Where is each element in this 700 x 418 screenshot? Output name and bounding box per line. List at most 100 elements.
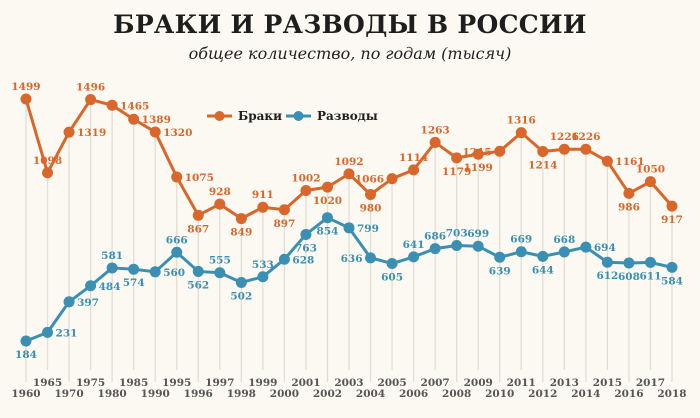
data-point-divorces <box>42 326 54 338</box>
data-point-marriages <box>537 145 549 157</box>
x-tick-label: 1996 <box>184 388 213 400</box>
data-label-marriages: 1066 <box>355 174 384 186</box>
legend-label-marriages: Браки <box>238 109 282 123</box>
data-point-divorces <box>20 335 32 347</box>
data-point-divorces <box>451 239 463 251</box>
x-tick-label: 2008 <box>442 388 471 400</box>
x-tick-label: 2016 <box>614 388 643 400</box>
data-point-divorces <box>278 253 290 265</box>
data-point-marriages <box>386 173 398 185</box>
x-tick-label: 2012 <box>528 388 557 400</box>
data-point-marriages <box>408 164 420 176</box>
data-label-divorces: 533 <box>252 259 274 271</box>
x-tick-label: 2010 <box>485 388 514 400</box>
x-tick-label: 2005 <box>377 377 406 389</box>
x-tick-label: 2015 <box>593 377 622 389</box>
data-label-divorces: 854 <box>317 226 339 238</box>
data-label-marriages: 1020 <box>313 195 342 207</box>
data-point-divorces <box>623 257 635 269</box>
legend-marker-dot-marriages <box>214 111 225 121</box>
data-label-marriages: 911 <box>252 189 274 201</box>
data-label-divorces: 574 <box>123 277 145 289</box>
data-label-divorces: 611 <box>640 270 662 282</box>
data-label-divorces: 502 <box>230 290 252 302</box>
x-tick-label: 1975 <box>76 377 105 389</box>
x-tick-label: 1960 <box>11 388 40 400</box>
x-tick-label: 2013 <box>550 377 579 389</box>
data-point-divorces <box>85 280 97 292</box>
data-label-divorces: 612 <box>596 270 618 282</box>
legend-label-divorces: Разводы <box>317 109 378 123</box>
data-label-divorces: 666 <box>166 234 188 246</box>
data-label-divorces: 555 <box>209 255 231 267</box>
data-label-marriages: 980 <box>360 203 382 215</box>
data-label-divorces: 184 <box>15 349 37 361</box>
data-point-marriages <box>235 213 247 225</box>
data-point-divorces <box>666 261 678 273</box>
data-point-marriages <box>300 184 312 196</box>
data-label-divorces: 584 <box>661 275 683 287</box>
data-point-divorces <box>537 250 549 262</box>
grid-lines <box>25 99 673 382</box>
data-point-divorces <box>106 262 118 274</box>
data-point-marriages <box>278 204 290 216</box>
data-label-divorces: 694 <box>594 242 616 254</box>
data-point-marriages <box>343 168 355 180</box>
data-label-divorces: 636 <box>341 253 363 265</box>
data-point-divorces <box>235 276 247 288</box>
data-label-divorces: 605 <box>381 272 403 284</box>
data-point-marriages <box>321 181 333 193</box>
data-point-divorces <box>343 222 355 234</box>
data-point-divorces <box>644 256 656 268</box>
data-label-marriages: 1050 <box>636 164 665 176</box>
data-point-marriages <box>558 143 570 155</box>
data-label-marriages: 1316 <box>507 115 536 127</box>
data-label-divorces: 641 <box>403 239 425 251</box>
data-point-divorces <box>515 246 527 258</box>
data-point-marriages <box>494 145 506 157</box>
data-point-marriages <box>429 136 441 148</box>
x-tick-label: 1985 <box>119 377 148 389</box>
data-label-divorces: 560 <box>163 267 185 279</box>
data-label-marriages: 986 <box>618 201 640 213</box>
data-point-divorces <box>365 252 377 264</box>
data-point-divorces <box>321 212 333 224</box>
data-point-divorces <box>257 271 269 283</box>
data-point-divorces <box>171 246 183 258</box>
data-point-divorces <box>601 256 613 268</box>
data-point-marriages <box>106 99 118 111</box>
data-label-marriages: 897 <box>273 218 295 230</box>
data-point-marriages <box>451 152 463 164</box>
x-tick-label: 2006 <box>399 388 428 400</box>
data-label-marriages: 1161 <box>615 156 644 168</box>
data-point-marriages <box>171 171 183 183</box>
x-tick-label: 2017 <box>636 377 665 389</box>
data-label-marriages: 1389 <box>142 114 171 126</box>
data-label-divorces: 231 <box>56 327 78 339</box>
data-label-marriages: 1263 <box>421 124 450 136</box>
data-point-divorces <box>63 296 75 308</box>
data-label-marriages: 1199 <box>464 162 493 174</box>
data-label-marriages: 1214 <box>528 159 557 171</box>
data-label-divorces: 581 <box>101 250 123 262</box>
data-label-marriages: 1499 <box>11 81 40 93</box>
data-label-divorces: 639 <box>489 265 511 277</box>
data-label-divorces: 699 <box>467 228 489 240</box>
data-label-divorces: 668 <box>553 234 575 246</box>
data-label-divorces: 669 <box>510 234 532 246</box>
data-label-marriages: 1496 <box>76 82 105 94</box>
data-point-marriages <box>214 198 226 210</box>
data-label-divorces: 484 <box>99 281 121 293</box>
x-tick-label: 1970 <box>54 388 83 400</box>
x-tick-label: 1965 <box>33 377 62 389</box>
data-label-divorces: 703 <box>446 227 468 239</box>
x-tick-label: 2001 <box>291 377 320 389</box>
data-label-marriages: 1319 <box>77 127 106 139</box>
data-point-marriages <box>666 200 678 212</box>
data-point-divorces <box>300 228 312 240</box>
data-label-marriages: 1179 <box>442 166 471 178</box>
data-point-divorces <box>429 243 441 255</box>
x-tick-label: 2003 <box>334 377 363 389</box>
data-point-marriages <box>644 176 656 188</box>
